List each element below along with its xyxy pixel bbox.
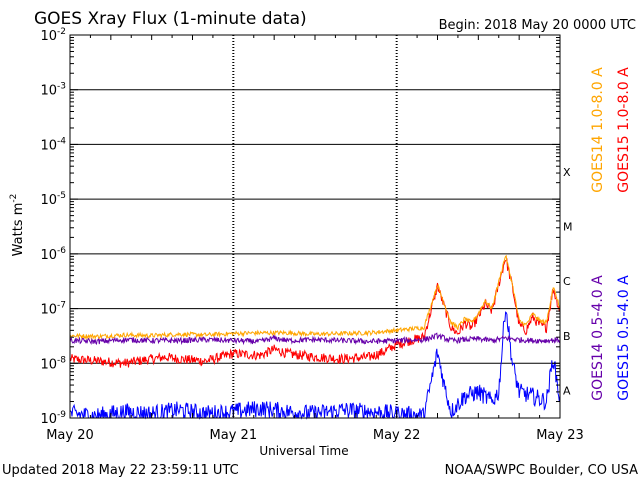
y-tick-label: 10-4 [40,136,66,153]
footer-updated-timestamp: Updated 2018 May 22 23:59:11 UTC [2,463,239,478]
y-tick-label: 10-5 [40,191,66,208]
y-tick-label-exponent: -6 [57,246,66,256]
legend-entry: GOES15 1.0-8.0 A [616,67,632,193]
y-tick-label-base: 10 [40,357,57,372]
legend-entry: GOES14 0.5-4.0 A [590,275,606,401]
grid-lines [70,35,560,418]
legend-entry: GOES14 1.0-8.0 A [590,67,606,193]
legend-entry: GOES15 0.5-4.0 A [616,275,632,401]
y-tick-label: 10-7 [40,301,66,318]
y-tick-label-exponent: -4 [57,136,66,146]
flare-class-label: C [563,275,571,288]
y-tick-label: 10-6 [40,246,66,263]
x-tick-label: May 23 [536,428,584,443]
y-tick-label: 10-3 [40,82,66,99]
y-tick-label: 10-8 [40,355,66,372]
y-axis-label: Watts m-2 [9,194,26,257]
flare-class-label: A [563,385,571,398]
chart-title: GOES Xray Flux (1-minute data) [34,9,307,29]
series-lines [69,254,561,420]
y-tick-label: 10-2 [40,27,66,44]
series-line [69,258,561,368]
y-tick-label-exponent: -5 [57,191,66,201]
y-tick-label-base: 10 [40,84,57,99]
y-tick-label-exponent: -8 [57,355,66,365]
y-tick-label-exponent: -3 [57,82,66,92]
y-tick-label-exponent: -9 [57,410,66,420]
flare-class-label: B [563,330,571,343]
y-tick-label-base: 10 [40,138,57,153]
flare-class-label: X [563,166,571,179]
y-tick-label-base: 10 [40,29,57,44]
x-tick-label: May 20 [46,428,94,443]
legend: GOES15 1.0-8.0 A GOES14 1.0-8.0 A GOES15 0… [590,67,632,401]
y-tick-label-base: 10 [40,303,57,318]
y-tick-label-base: 10 [40,412,57,427]
y-tick-label-exponent: -2 [57,27,66,37]
y-tick-label-base: 10 [40,193,57,208]
x-tick-label: May 22 [373,428,421,443]
begin-label: Begin: 2018 May 20 0000 UTC [439,18,636,33]
footer-credit: NOAA/SWPC Boulder, CO USA [445,463,638,478]
series-line [69,332,561,346]
y-axis-label-text: Watts m [11,203,26,257]
y-tick-label: 10-9 [40,410,66,427]
y-axis-label-exponent: -2 [9,194,19,203]
x-axis-label: Universal Time [259,444,348,458]
x-tick-label: May 21 [210,428,258,443]
series-line [69,311,561,420]
flare-class-label: M [563,221,573,234]
y-tick-label-base: 10 [40,248,57,263]
y-tick-label-exponent: -7 [57,301,66,311]
series-line [69,254,561,341]
